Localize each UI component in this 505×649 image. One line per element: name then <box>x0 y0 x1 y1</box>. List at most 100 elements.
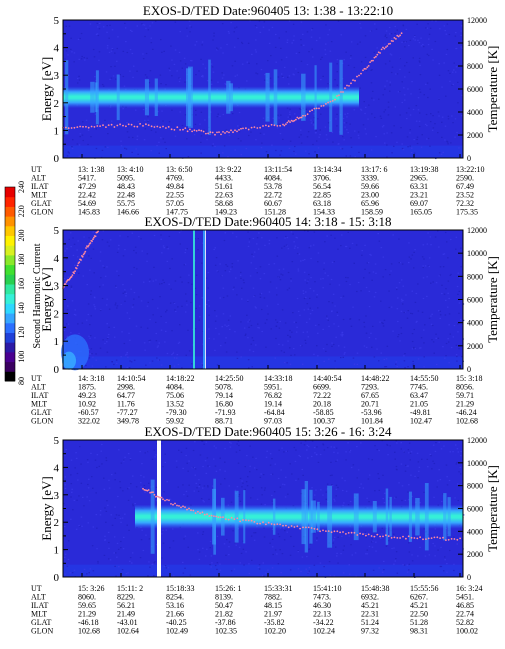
table-cell: 3706. <box>313 174 331 183</box>
table-cell: 13: 4:10 <box>117 165 143 174</box>
table-cell: 72.32 <box>456 199 474 208</box>
y2-tick-label: 10000 <box>467 459 487 468</box>
y2-tick-label: 0 <box>467 573 471 582</box>
table-cell: 5095. <box>117 174 135 183</box>
panel-2: EXOS-D/TED Date:960405 14: 3:18 - 15: 3:… <box>31 214 500 426</box>
panel-title: EXOS-D/TED Date:960405 14: 3:18 - 15: 3:… <box>145 214 392 229</box>
colorbar-segment <box>5 371 15 382</box>
table-cell: 15:33:31 <box>264 584 292 593</box>
table-cell: 13.52 <box>166 400 184 409</box>
table-cell: 4433. <box>215 174 233 183</box>
table-cell: 21.49 <box>117 610 135 619</box>
table-cell: 67.65 <box>361 391 379 400</box>
y2-tick-label: 6000 <box>467 85 483 94</box>
y2-tick-label: 2000 <box>467 342 483 351</box>
table-cell: 100.02 <box>456 627 478 636</box>
table-cell: 45.21 <box>361 601 379 610</box>
table-cell: 22.13 <box>313 610 331 619</box>
table-row-label: GLON <box>31 627 53 636</box>
ion-band <box>63 86 359 109</box>
table-cell: 145.83 <box>78 208 100 217</box>
table-cell: 349.78 <box>117 417 139 426</box>
colorbar-tick-label: 200 <box>17 230 26 242</box>
table-cell: 22.55 <box>166 191 184 200</box>
table-cell: 56.54 <box>313 182 331 191</box>
table-cell: 14:10:54 <box>117 374 145 383</box>
table-cell: 102.68 <box>456 417 478 426</box>
colorbar-tick-label: 220 <box>17 205 26 217</box>
table-row-label: GLAT <box>31 618 52 627</box>
colorbar-segment <box>5 293 15 304</box>
table-cell: 22.63 <box>215 191 233 200</box>
table-cell: 149.23 <box>215 208 237 217</box>
table-cell: 21.29 <box>456 400 474 409</box>
table-cell: 4769. <box>166 174 184 183</box>
table-cell: 97.03 <box>264 417 282 426</box>
table-cell: 5951. <box>264 383 282 392</box>
panel-title: EXOS-D/TED Date:960405 13: 1:38 - 13:22:… <box>143 3 393 18</box>
table-row-label: UT <box>31 584 42 593</box>
table-cell: 6267. <box>410 593 428 602</box>
table-cell: 15:48:38 <box>361 584 389 593</box>
colorbar-segment <box>5 235 15 246</box>
table-cell: 63.47 <box>410 391 428 400</box>
table-cell: 47.29 <box>78 182 96 191</box>
table-cell: 22.48 <box>117 191 135 200</box>
table-cell: 20.71 <box>361 400 379 409</box>
colorbar-tick-label: 180 <box>17 254 26 266</box>
table-cell: 22.74 <box>456 610 474 619</box>
colorbar-tick-label: 100 <box>17 351 26 363</box>
table-cell: 58.68 <box>215 199 233 208</box>
table-row-label: MLT <box>31 400 47 409</box>
y2-tick-label: 12000 <box>467 226 487 235</box>
table-cell: -46.24 <box>456 408 477 417</box>
colorbar-label: Second Harmonic Current <box>32 243 43 348</box>
table-cell: 101.84 <box>361 417 383 426</box>
colorbar-segment <box>5 342 15 353</box>
colorbar-segment <box>5 225 15 236</box>
table-cell: 102.68 <box>78 627 100 636</box>
colorbar-segment <box>5 303 15 314</box>
table-row-label: GLON <box>31 208 53 217</box>
y2-tick-label: 4000 <box>467 319 483 328</box>
table-cell: -71.93 <box>215 408 236 417</box>
y-tick-label: 0 <box>54 572 60 584</box>
colorbar-segment <box>5 332 15 343</box>
table-cell: 154.33 <box>313 208 335 217</box>
panel-1: EXOS-D/TED Date:960405 13: 1:38 - 13:22:… <box>31 3 500 217</box>
y2-axis-label: Temperature [K] <box>485 465 500 552</box>
y-tick-label: 2 <box>54 98 60 110</box>
table-cell: 97.32 <box>361 627 379 636</box>
table-cell: 102.47 <box>410 417 432 426</box>
table-cell: 15:55:56 <box>410 584 438 593</box>
y-axis-label: Energy [eV] <box>39 267 54 331</box>
table-cell: 7473. <box>313 593 331 602</box>
colorbar-tick-label: 240 <box>17 181 26 193</box>
y-tick-label: 3 <box>54 281 60 293</box>
table-cell: 8139. <box>215 593 233 602</box>
y-tick-label: 4 <box>54 43 60 55</box>
table-cell: 14:55:50 <box>410 374 438 383</box>
table-cell: 8229. <box>117 593 135 602</box>
table-cell: 15:18:33 <box>166 584 194 593</box>
table-cell: 23.52 <box>456 191 474 200</box>
table-cell: 52.82 <box>456 618 474 627</box>
table-cell: 23.21 <box>410 191 428 200</box>
table-cell: 8060. <box>78 593 96 602</box>
colorbar-segment <box>5 196 15 207</box>
table-cell: 49.23 <box>78 391 96 400</box>
table-cell: 75.06 <box>166 391 184 400</box>
table-cell: -77.27 <box>117 408 138 417</box>
y-tick-label: 4 <box>54 253 60 265</box>
table-cell: 11.76 <box>117 400 135 409</box>
table-cell: 22.50 <box>410 610 428 619</box>
table-cell: 46.30 <box>313 601 331 610</box>
y-tick-label: 5 <box>54 15 60 27</box>
colorbar-segment <box>5 274 15 285</box>
table-row-label: UT <box>31 165 42 174</box>
colorbar-segment <box>5 254 15 266</box>
table-cell: 3339. <box>361 174 379 183</box>
table-cell: -64.84 <box>264 408 285 417</box>
y-tick-label: 5 <box>54 225 60 237</box>
